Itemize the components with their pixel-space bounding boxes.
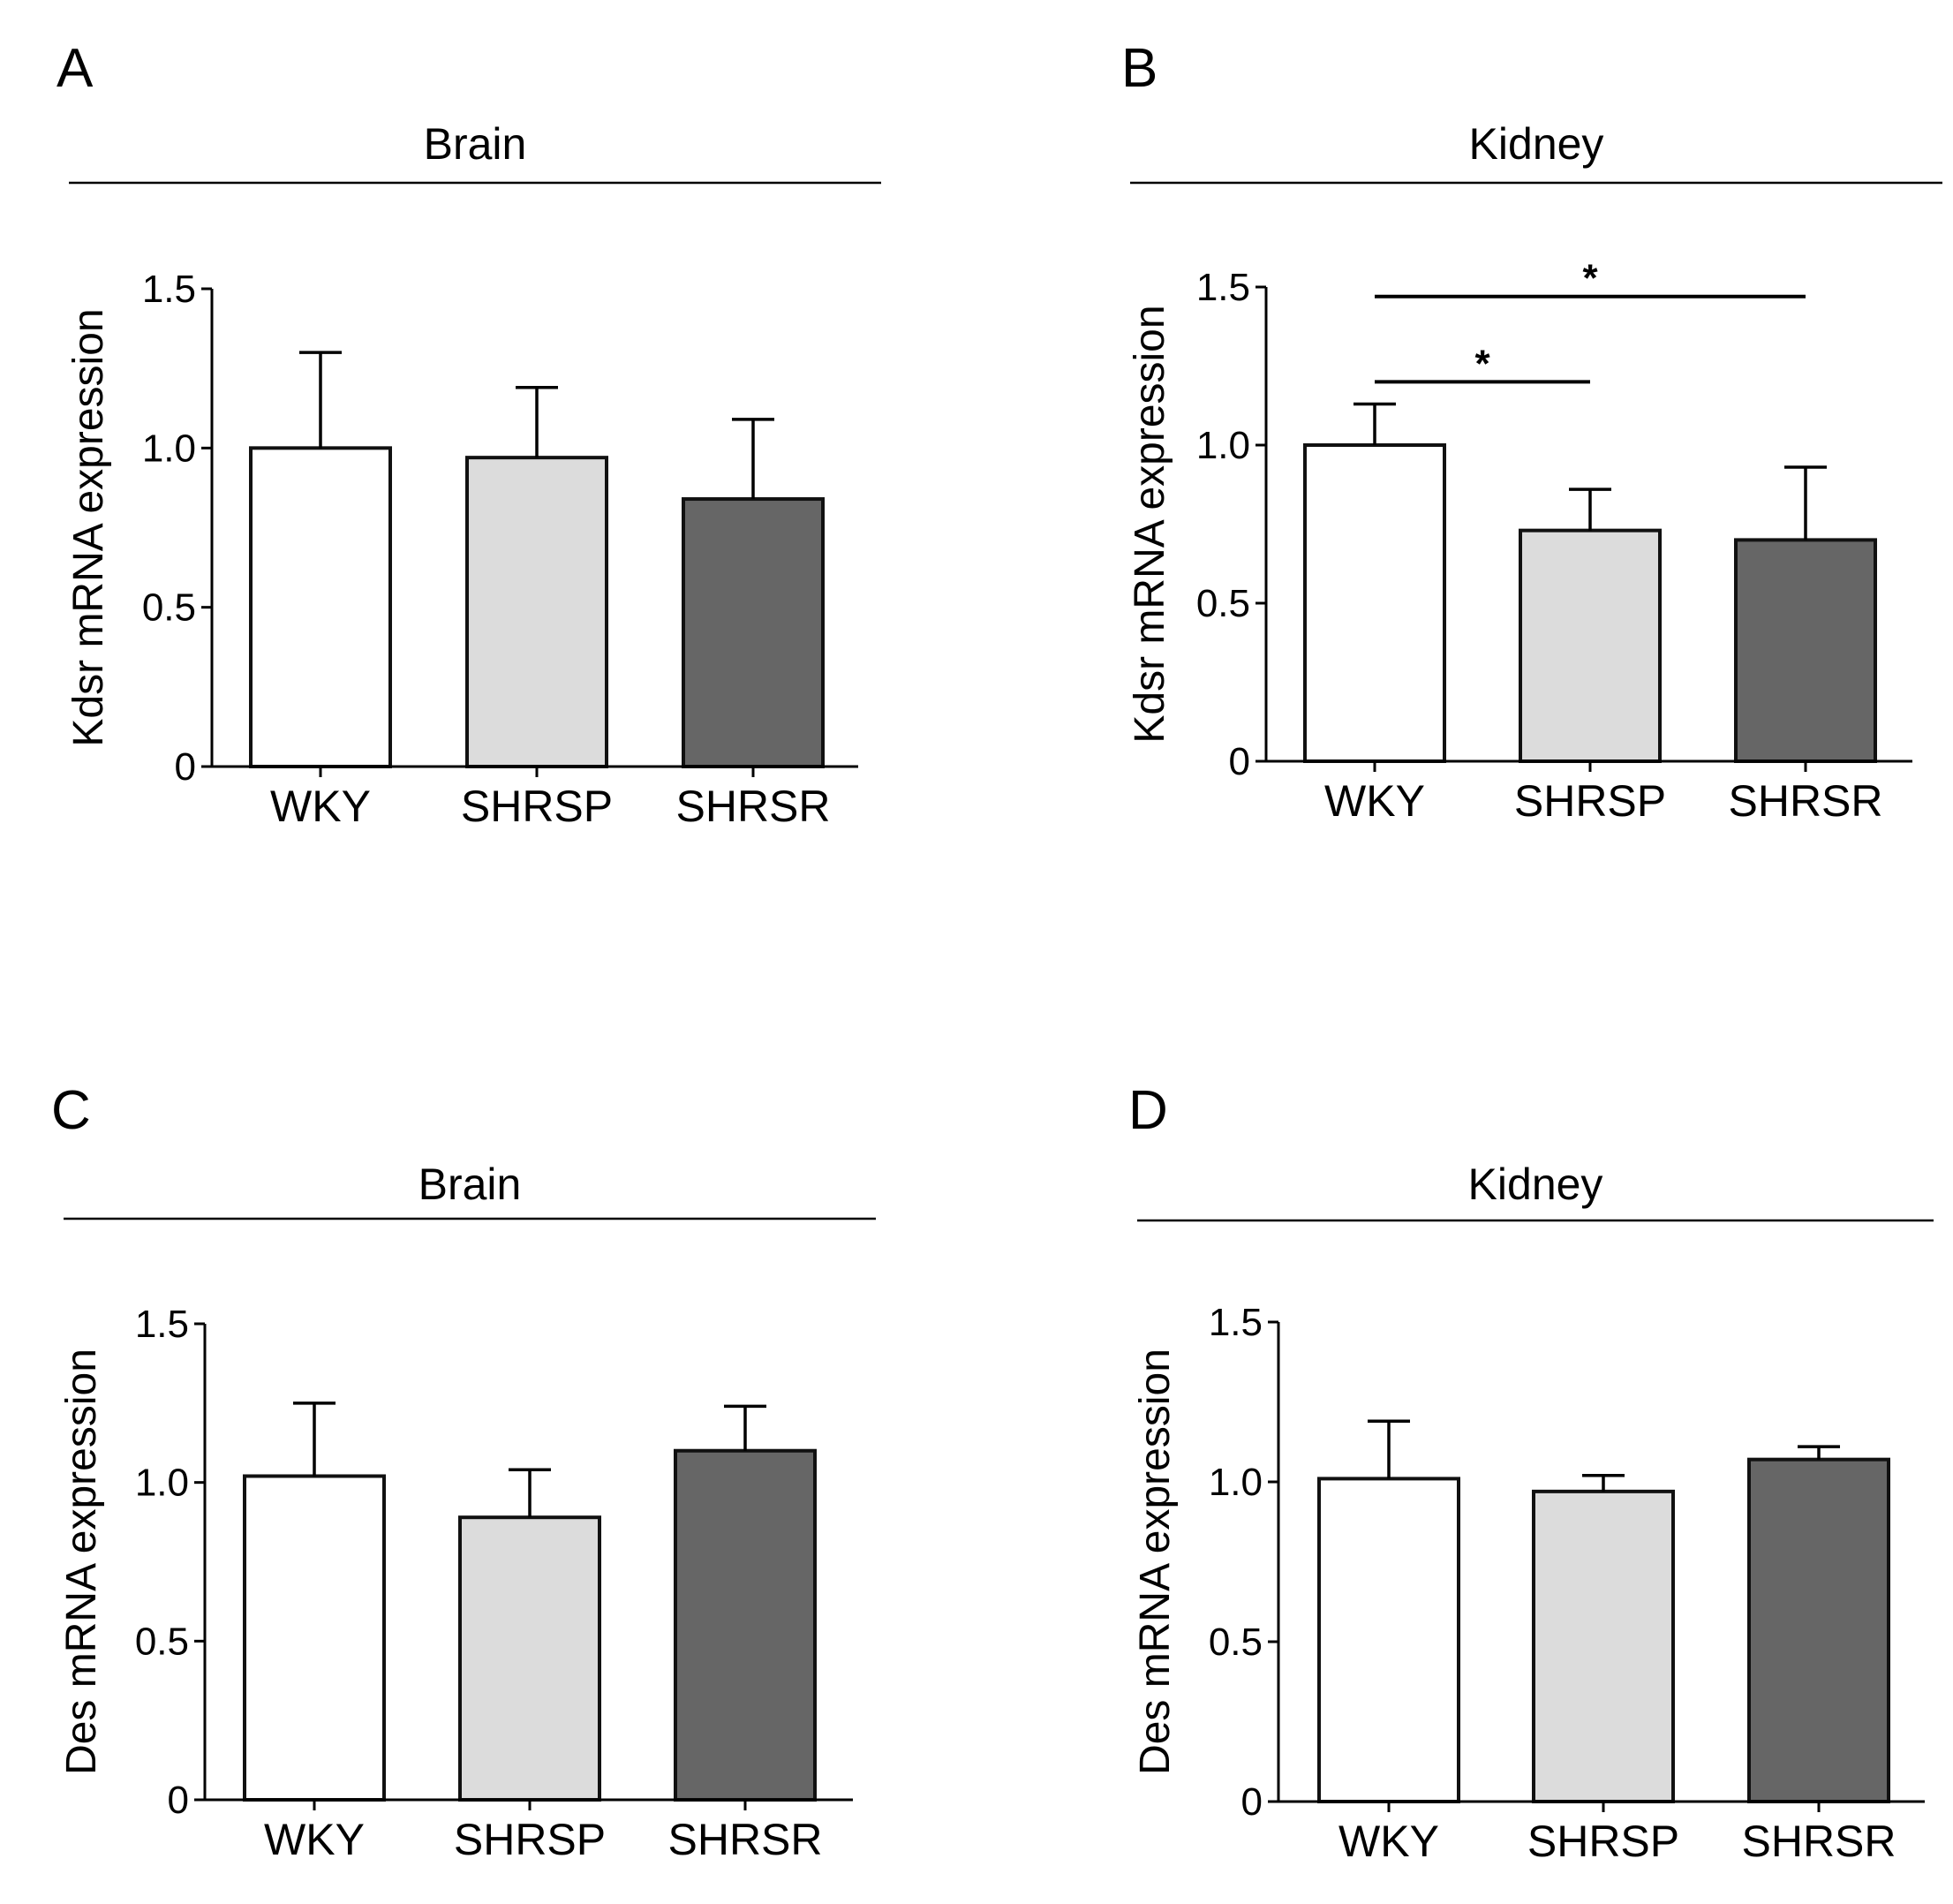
panel-b-category-label-shrsr: SHRSR (1728, 776, 1882, 826)
panel-c-category-label-shrsp: SHRSP (454, 1815, 606, 1864)
panel-a-category-label-shrsr: SHRSR (675, 782, 830, 831)
panel-b-y-tick-label: 0 (1229, 740, 1250, 783)
panel-d-bar-shrsp (1532, 1489, 1675, 1803)
panel-d: D Kidney Des mRNA expression 0 0.5 1.0 1.5 WKY S… (1128, 1080, 1934, 1866)
panel-b-significance-star-1: * (1474, 342, 1490, 385)
panel-d-category-label-shrsp: SHRSP (1527, 1817, 1679, 1866)
panel-a-category-label-wky: WKY (270, 782, 371, 831)
panel-a-bar-shrsr (682, 497, 825, 768)
panel-d-y-tick-label: 0 (1241, 1780, 1263, 1824)
panel-c: C Brain Des mRNA expression 0 0.5 1.0 1.5 WKY SH… (51, 1080, 876, 1864)
panel-d-bar-shrsr (1747, 1457, 1890, 1804)
panel-a-y-axis-label: Kdsr mRNA expression (65, 308, 112, 746)
panel-c-y-tick-label: 1.0 (135, 1462, 189, 1505)
panel-b-category-label-wky: WKY (1324, 776, 1425, 826)
panel-c-y-tick-label: 0 (168, 1779, 189, 1822)
panel-d-y-axis-label: Des mRNA expression (1132, 1349, 1179, 1775)
panel-b: B Kidney Kdsr mRNA expression 0 0.5 1.0 1.5 WKY… (1121, 38, 1942, 826)
panel-d-letter: D (1128, 1080, 1168, 1141)
panel-b-bar-wky (1303, 443, 1446, 763)
panel-a-bar-shrsp (465, 456, 608, 768)
panel-a-title: Brain (424, 119, 527, 169)
panel-a: A Brain Kdsr mRNA expression 0 0.5 1.0 1.5 WKY S… (57, 38, 881, 831)
panel-b-y-tick-label: 1.5 (1196, 266, 1250, 309)
panel-c-bar-shrsr (674, 1448, 817, 1802)
panel-b-letter: B (1121, 38, 1157, 99)
panel-c-y-axis-label: Des mRNA expression (58, 1349, 105, 1775)
panel-d-y-tick-label: 1.5 (1209, 1301, 1263, 1344)
panel-c-bar-shrsp (458, 1515, 601, 1802)
panel-b-bar-shrsr (1734, 538, 1877, 764)
panel-b-bar-shrsp (1519, 528, 1662, 763)
panel-a-y-tick-label: 1.0 (142, 427, 196, 470)
panel-a-y-tick-label: 0.5 (142, 586, 196, 630)
panel-a-y-tick-label: 1.5 (142, 268, 196, 311)
panel-b-y-axis-label: Kdsr mRNA expression (1127, 305, 1173, 743)
panel-d-category-label-shrsr: SHRSR (1741, 1817, 1896, 1866)
panel-a-bar-wky (249, 446, 392, 768)
panel-b-category-label-shrsp: SHRSP (1514, 776, 1666, 826)
panel-a-y-tick-label: 0 (175, 745, 196, 789)
panel-c-y-tick-label: 0.5 (135, 1620, 189, 1663)
panel-c-y-tick-label: 1.5 (135, 1303, 189, 1346)
panel-a-category-label-shrsp: SHRSP (461, 782, 613, 831)
panel-b-y-tick-label: 1.0 (1196, 424, 1250, 467)
panel-b-significance-star-2: * (1582, 257, 1598, 300)
panel-c-category-label-wky: WKY (264, 1815, 365, 1864)
panel-a-letter: A (57, 38, 94, 99)
panel-c-letter: C (51, 1080, 91, 1141)
panel-c-bar-wky (243, 1474, 386, 1802)
panel-d-category-label-wky: WKY (1338, 1817, 1439, 1866)
panel-b-title: Kidney (1469, 119, 1604, 169)
panel-d-title: Kidney (1468, 1160, 1603, 1209)
panel-d-y-tick-label: 1.0 (1209, 1461, 1263, 1504)
panel-c-category-label-shrsr: SHRSR (667, 1815, 822, 1864)
panel-c-title: Brain (418, 1160, 522, 1209)
panel-b-y-tick-label: 0.5 (1196, 582, 1250, 625)
panel-d-bar-wky (1317, 1477, 1460, 1803)
panel-d-y-tick-label: 0.5 (1209, 1621, 1263, 1664)
